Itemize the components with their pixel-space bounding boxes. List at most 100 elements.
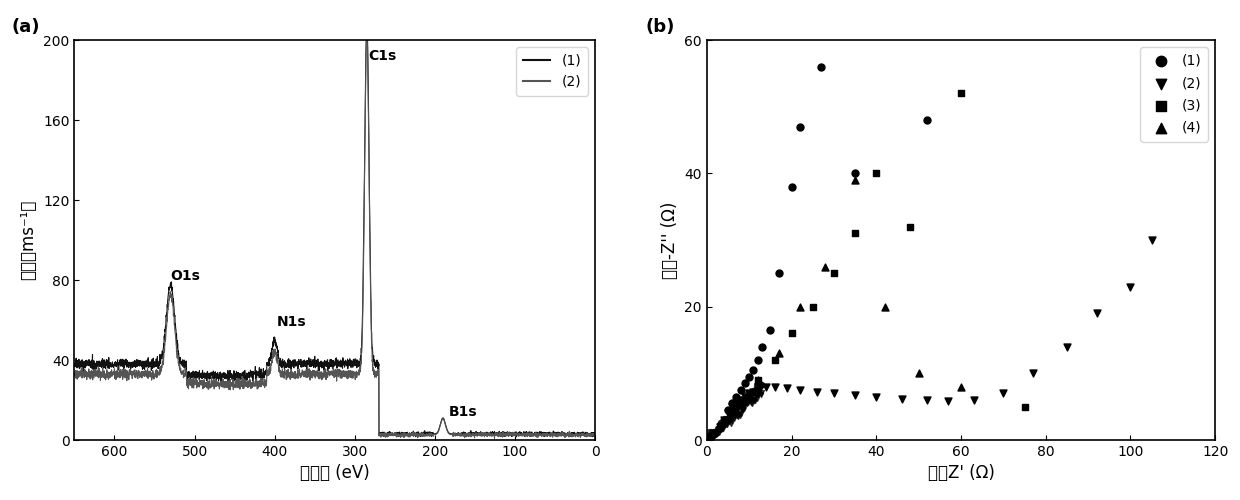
Point bbox=[720, 412, 740, 420]
(1) bbox=[709, 424, 729, 432]
Point bbox=[732, 396, 751, 404]
Point bbox=[746, 381, 766, 389]
(2) bbox=[714, 416, 734, 424]
Point bbox=[718, 416, 738, 424]
Point bbox=[724, 404, 744, 411]
Point bbox=[701, 434, 720, 442]
Point bbox=[734, 406, 754, 413]
Point bbox=[698, 434, 718, 442]
Point bbox=[704, 430, 724, 438]
(3) bbox=[748, 376, 768, 384]
Point bbox=[733, 398, 753, 406]
(1) bbox=[748, 356, 768, 364]
Point bbox=[742, 388, 761, 396]
Point bbox=[732, 406, 751, 414]
Point bbox=[739, 396, 759, 404]
X-axis label: 阻抗Z' (Ω): 阻抗Z' (Ω) bbox=[928, 464, 994, 482]
(3) bbox=[823, 270, 843, 278]
(2) bbox=[709, 422, 729, 430]
(1) bbox=[769, 270, 789, 278]
Point bbox=[699, 435, 719, 443]
(1) bbox=[751, 342, 771, 350]
(3) bbox=[781, 330, 801, 338]
(2) bbox=[765, 382, 785, 390]
Point bbox=[750, 386, 770, 394]
Point bbox=[723, 413, 743, 421]
Point bbox=[708, 428, 728, 436]
(2) bbox=[846, 390, 866, 398]
Text: (b): (b) bbox=[646, 18, 675, 36]
(1) bbox=[727, 392, 746, 400]
Point bbox=[743, 395, 763, 403]
Point bbox=[738, 392, 758, 400]
(1) bbox=[718, 406, 738, 414]
(2) bbox=[777, 384, 797, 392]
Text: O1s: O1s bbox=[171, 269, 201, 283]
(2) bbox=[77, 374, 92, 380]
Point bbox=[745, 391, 765, 399]
(2) bbox=[487, 436, 502, 442]
Point bbox=[740, 392, 760, 400]
Point bbox=[744, 396, 764, 404]
(2) bbox=[918, 396, 937, 404]
Point bbox=[728, 412, 748, 420]
(1) bbox=[706, 430, 725, 438]
Point bbox=[703, 428, 723, 436]
Point bbox=[723, 409, 743, 417]
Point bbox=[703, 432, 723, 440]
Point bbox=[727, 408, 746, 416]
Point bbox=[704, 431, 724, 439]
Point bbox=[714, 416, 734, 424]
Point bbox=[742, 400, 761, 408]
Point bbox=[739, 394, 759, 402]
(1) bbox=[739, 372, 759, 380]
(3) bbox=[730, 396, 750, 404]
Point bbox=[727, 411, 746, 419]
Point bbox=[748, 394, 768, 402]
Point bbox=[706, 426, 725, 434]
Point bbox=[711, 424, 730, 432]
(2) bbox=[939, 398, 959, 406]
(1) bbox=[360, 37, 374, 43]
Point bbox=[702, 433, 722, 441]
(1) bbox=[714, 416, 734, 424]
Point bbox=[725, 408, 745, 416]
Point bbox=[748, 380, 768, 388]
(2) bbox=[588, 432, 603, 438]
Point bbox=[735, 394, 755, 402]
(2) bbox=[1023, 370, 1043, 378]
Point bbox=[738, 399, 758, 407]
(1) bbox=[588, 433, 603, 439]
Point bbox=[713, 422, 733, 430]
(2) bbox=[739, 390, 759, 398]
Point bbox=[744, 388, 764, 396]
Point bbox=[715, 416, 735, 424]
Point bbox=[703, 432, 723, 440]
Point bbox=[745, 397, 765, 405]
(4) bbox=[730, 396, 750, 404]
Point bbox=[717, 417, 737, 425]
Point bbox=[711, 420, 730, 428]
Point bbox=[707, 428, 727, 436]
Point bbox=[749, 390, 769, 398]
Point bbox=[751, 380, 771, 388]
(1) bbox=[379, 434, 394, 440]
Point bbox=[715, 418, 735, 426]
Y-axis label: 强度（ms⁻¹）: 强度（ms⁻¹） bbox=[20, 200, 37, 280]
(1) bbox=[811, 62, 831, 70]
Point bbox=[729, 400, 749, 408]
(4) bbox=[875, 302, 895, 310]
Point bbox=[732, 406, 751, 413]
(2) bbox=[1121, 282, 1141, 290]
(1) bbox=[497, 430, 512, 436]
Point bbox=[729, 408, 749, 416]
Point bbox=[743, 386, 763, 394]
Point bbox=[749, 386, 769, 394]
Point bbox=[715, 422, 735, 430]
Point bbox=[737, 389, 756, 397]
Text: (a): (a) bbox=[12, 18, 41, 36]
(2) bbox=[807, 388, 827, 396]
Point bbox=[740, 390, 760, 398]
Point bbox=[702, 430, 722, 438]
Point bbox=[725, 408, 745, 416]
